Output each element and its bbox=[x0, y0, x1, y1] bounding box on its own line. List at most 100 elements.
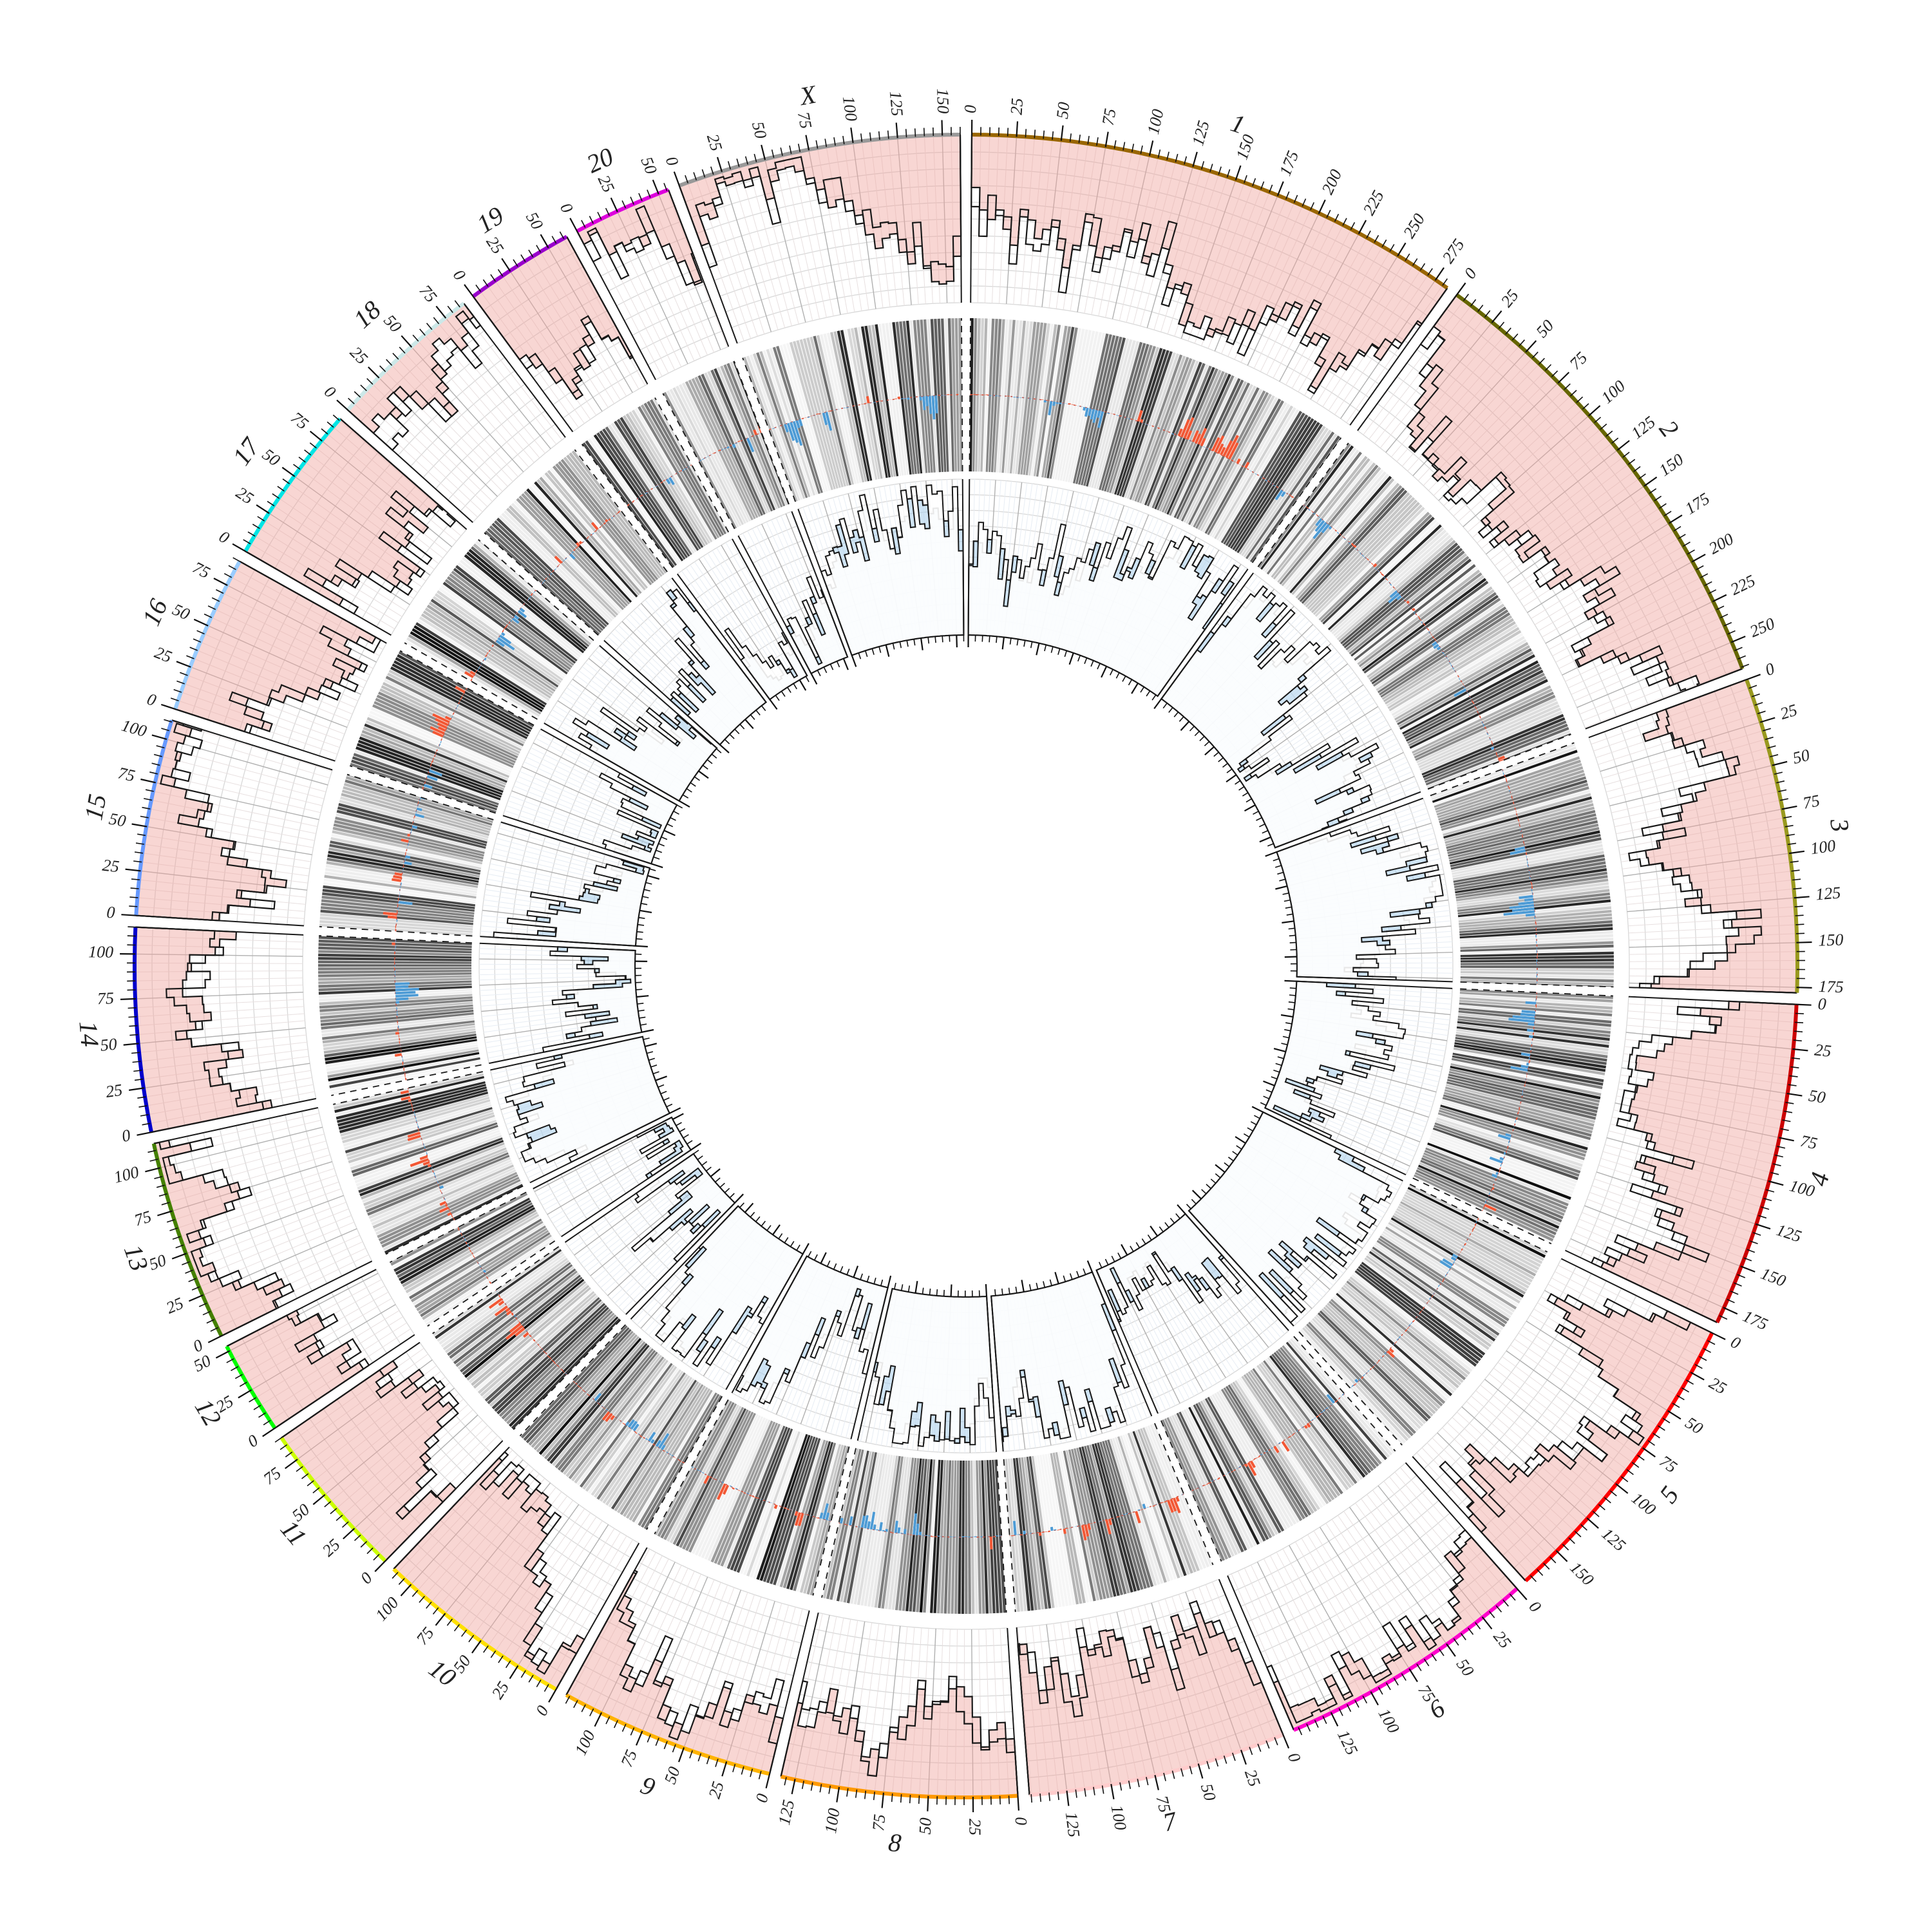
inner-panel-border bbox=[1160, 573, 1421, 849]
heatmap-bin bbox=[365, 1150, 508, 1209]
outer-panel-border bbox=[348, 303, 566, 523]
heatmap-bin bbox=[1455, 1037, 1607, 1062]
axis-ticks-minor bbox=[1463, 294, 1750, 668]
inner-ticks-major bbox=[719, 719, 754, 753]
heatmap-bin bbox=[1447, 1076, 1598, 1113]
heatmap-bin bbox=[823, 333, 859, 484]
heatmap-bin bbox=[1455, 1031, 1609, 1055]
outer-panel-border bbox=[576, 190, 730, 381]
heatmap-bin bbox=[1333, 532, 1449, 636]
heatmap-bin bbox=[1104, 343, 1150, 492]
tick-label: 0 bbox=[532, 1703, 553, 1719]
outer-grid-minor bbox=[1231, 1467, 1510, 1728]
heatmap-bin bbox=[466, 1281, 586, 1381]
heatmap-bin bbox=[1327, 524, 1442, 630]
heatmap-bin bbox=[320, 1004, 473, 1019]
heatmap-bin bbox=[1329, 1300, 1443, 1406]
outer-grid-rings bbox=[574, 1547, 810, 1757]
heatmap-bin bbox=[1232, 420, 1318, 551]
heatmap-bin bbox=[799, 1444, 842, 1593]
heatmap-bin bbox=[985, 318, 995, 472]
tick-label: 150 bbox=[1566, 1558, 1597, 1589]
heatmap-bin bbox=[1150, 1424, 1210, 1567]
inner-panel-border bbox=[564, 1153, 735, 1315]
heatmap-bin bbox=[1403, 1196, 1540, 1271]
tick-label: 125 bbox=[1188, 118, 1213, 147]
heatmap-bin bbox=[878, 1455, 901, 1609]
heatmap-bin bbox=[466, 551, 586, 652]
heatmap-bin bbox=[1305, 495, 1413, 608]
tick-label: 0 bbox=[450, 266, 469, 284]
heatmap-bin bbox=[419, 616, 550, 701]
heatmap-bin bbox=[1067, 332, 1102, 483]
heatmap-bin bbox=[1423, 1152, 1566, 1213]
outer-histogram-filled bbox=[175, 560, 377, 733]
inner-histogram-outline bbox=[1264, 980, 1406, 1140]
inner-histogram-outline bbox=[598, 772, 678, 865]
inner-histogram-outline bbox=[670, 588, 767, 746]
heatmap-bin bbox=[1451, 840, 1602, 873]
heatmap-bin bbox=[762, 350, 813, 497]
heatmap-bin bbox=[534, 481, 638, 598]
inner-ticks-minor bbox=[676, 1122, 693, 1145]
heatmap-bin bbox=[319, 999, 473, 1012]
heatmap-bin bbox=[1106, 345, 1153, 493]
heatmap-bin bbox=[400, 1207, 535, 1285]
inner-histogram-outline bbox=[1276, 825, 1444, 981]
tick-label: 0 bbox=[321, 382, 339, 401]
outer-grid-rings bbox=[1588, 685, 1781, 992]
heatmap-bin bbox=[457, 562, 580, 660]
inner-ticks-major bbox=[1153, 698, 1271, 843]
heatmap-bin bbox=[1387, 627, 1520, 709]
axis-ticks-major bbox=[594, 1712, 771, 1789]
heatmap-panel-border bbox=[1003, 1423, 1214, 1613]
heatmap-bin bbox=[541, 1340, 644, 1457]
heatmap-bin bbox=[1440, 1104, 1588, 1151]
heatmap-bin bbox=[1460, 938, 1614, 947]
heatmap-bin bbox=[739, 1429, 795, 1575]
heatmap-bin bbox=[1079, 1447, 1117, 1597]
heatmap-bin bbox=[410, 1220, 544, 1303]
inner-ticks-major bbox=[744, 1202, 810, 1255]
heatmap-bin bbox=[327, 857, 478, 886]
tick-label: 75 bbox=[869, 1814, 889, 1832]
heatmap-bin bbox=[1436, 766, 1584, 816]
heatmap-bin bbox=[1440, 782, 1589, 829]
heatmap-bin bbox=[337, 806, 487, 846]
outer-grid-rings bbox=[971, 151, 1438, 426]
tick-label: 25 bbox=[1007, 98, 1027, 116]
tick-label: 50 bbox=[191, 1351, 214, 1376]
heatmap-bin bbox=[327, 854, 479, 883]
outer-grid-major bbox=[410, 1459, 609, 1666]
heatmap-bin bbox=[1081, 336, 1119, 486]
outer-histogram-outline bbox=[1439, 1293, 1712, 1581]
tick-label: 125 bbox=[1598, 1524, 1629, 1555]
inner-histogram-outline bbox=[504, 1036, 671, 1164]
tick-label: 0 bbox=[357, 1569, 376, 1588]
tick-label: 50 bbox=[916, 1817, 935, 1835]
inner-ticks-minor bbox=[1162, 703, 1274, 847]
heatmap-track bbox=[1003, 1423, 1213, 1613]
inner-histogram-outline bbox=[873, 1287, 995, 1447]
heatmap-bin bbox=[1343, 547, 1463, 649]
divergent-bars-positive bbox=[464, 589, 536, 681]
outer-grid-major bbox=[160, 1126, 357, 1296]
outer-histogram-outline bbox=[473, 236, 633, 395]
heatmap-bin bbox=[927, 319, 938, 473]
heatmap-bin bbox=[388, 669, 527, 742]
divergent-midline bbox=[1350, 1218, 1479, 1389]
chromosome-rim bbox=[971, 133, 1449, 290]
heatmap-bin bbox=[1320, 514, 1432, 623]
heatmap-bin bbox=[318, 980, 472, 988]
chromosome-panel-X: 0 25 50 75 100 125 150 X bbox=[662, 79, 965, 667]
tick-label: 175 bbox=[1740, 1307, 1770, 1334]
heatmap-bin bbox=[936, 1460, 946, 1614]
heatmap-bin bbox=[563, 457, 661, 579]
heatmap-bin bbox=[790, 1442, 834, 1591]
heatmap-bin bbox=[366, 717, 509, 778]
tick-label: 200 bbox=[1318, 167, 1346, 198]
heatmap-bin bbox=[867, 325, 893, 477]
heatmap-bin bbox=[638, 1392, 717, 1526]
axis-ticks-minor bbox=[126, 926, 151, 1126]
